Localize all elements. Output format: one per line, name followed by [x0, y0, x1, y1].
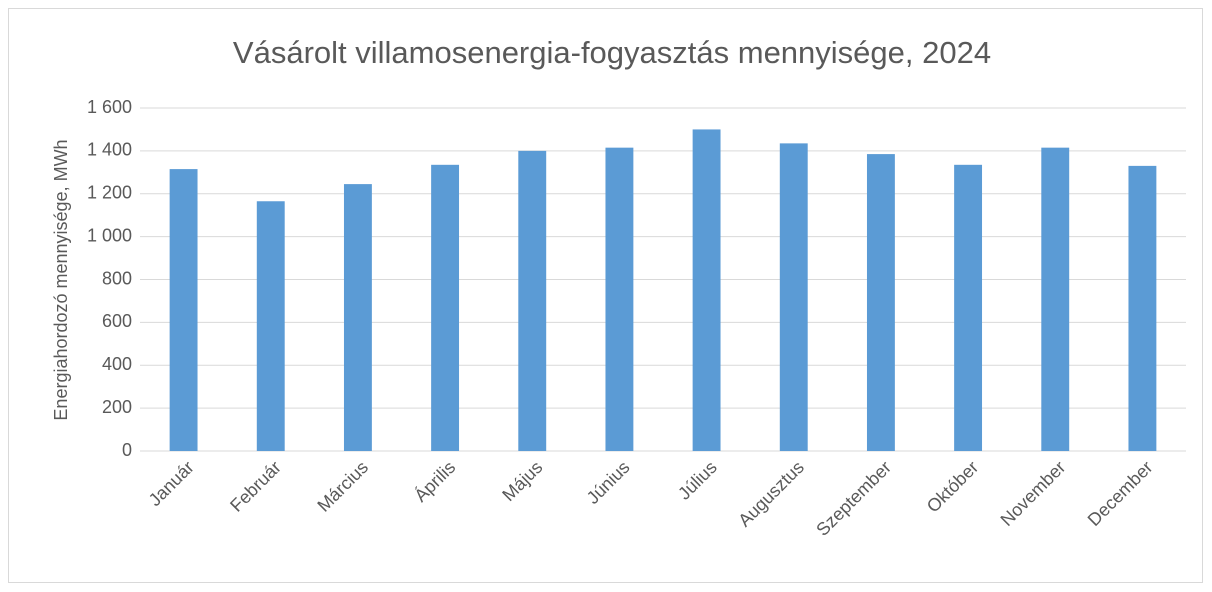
- bar: [518, 150, 547, 451]
- bar: [954, 164, 983, 451]
- bar: [256, 201, 285, 451]
- bar: [431, 164, 460, 451]
- bar: [692, 129, 721, 451]
- y-tick-label: 1 600: [87, 97, 132, 117]
- chart-title: Vásárolt villamosenergia-fogyasztás menn…: [233, 35, 991, 70]
- y-tick-label: 200: [102, 397, 132, 417]
- bar: [1041, 147, 1070, 452]
- bar: [169, 169, 198, 452]
- bar: [866, 154, 895, 451]
- y-tick-label: 1 400: [87, 140, 132, 160]
- y-tick-label: 1 000: [87, 225, 132, 245]
- y-tick-label: 0: [122, 440, 132, 460]
- y-tick-label: 600: [102, 311, 132, 331]
- y-tick-label: 800: [102, 268, 132, 288]
- bar: [1128, 165, 1157, 451]
- bar: [605, 147, 634, 452]
- y-tick-label: 400: [102, 354, 132, 374]
- y-axis-label: Energiahordozó mennyisége, MWh: [51, 139, 71, 420]
- y-tick-label: 1 200: [87, 183, 132, 203]
- bar: [343, 184, 372, 451]
- bar: [779, 143, 808, 451]
